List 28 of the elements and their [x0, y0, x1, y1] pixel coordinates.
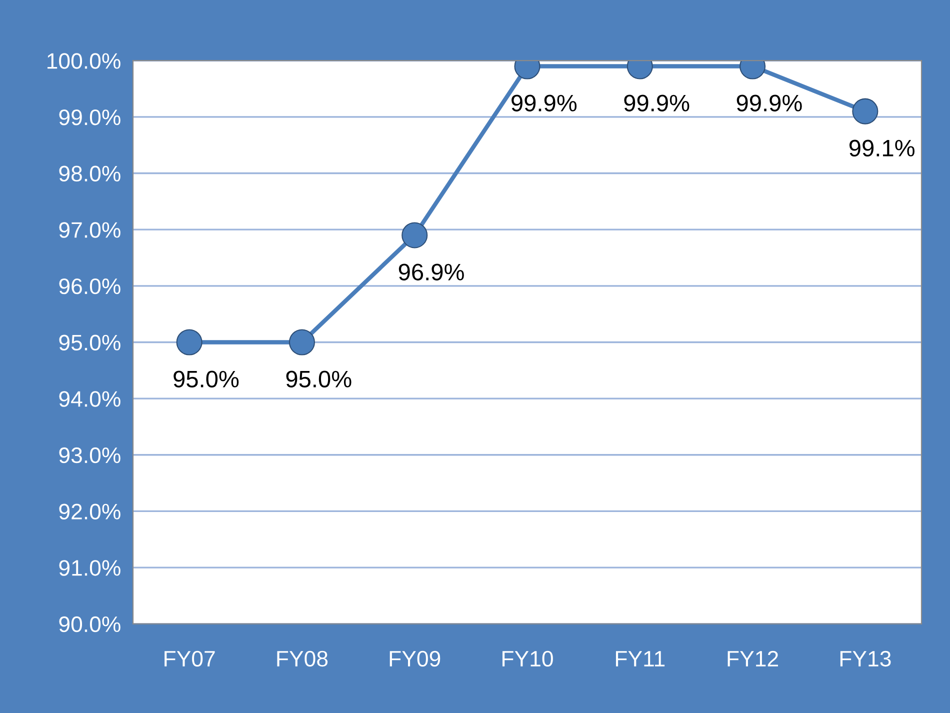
data-label: 95.0% [286, 370, 352, 388]
y-tick-label: 98.0% [59, 166, 120, 182]
x-tick-label: FY08 [277, 650, 328, 667]
data-label: 99.9% [512, 94, 577, 112]
data-label: 99.1% [849, 140, 914, 157]
x-tick-label: FY11 [616, 651, 665, 666]
x-tick-label: FY12 [728, 650, 778, 666]
data-label: 99.9% [736, 94, 802, 112]
y-tick-label: 94.0% [59, 391, 120, 407]
data-label: 96.9% [398, 264, 464, 280]
x-tick-label: FY13 [840, 650, 891, 667]
y-tick-label: 95.0% [59, 334, 120, 351]
y-tick-label: 96.0% [59, 278, 120, 294]
y-tick-label: 93.0% [59, 447, 120, 464]
y-tick-label: 99.0% [59, 109, 120, 126]
y-tick-label: 97.0% [59, 222, 120, 238]
point [288, 329, 315, 356]
x-tick-label: FY10 [502, 650, 553, 667]
data-label: 95.0% [174, 370, 239, 388]
point [402, 222, 428, 248]
y-tick-label: 91.0% [59, 560, 120, 576]
y-tick-label: 90.0% [59, 616, 120, 632]
y-tick-label: 100.0% [48, 53, 120, 69]
y-tick-label: 92.0% [59, 504, 120, 520]
point [176, 329, 202, 356]
x-tick-label: FY09 [390, 650, 440, 667]
x-tick-label: FY07 [164, 650, 215, 667]
data-label: 99.9% [624, 94, 690, 112]
